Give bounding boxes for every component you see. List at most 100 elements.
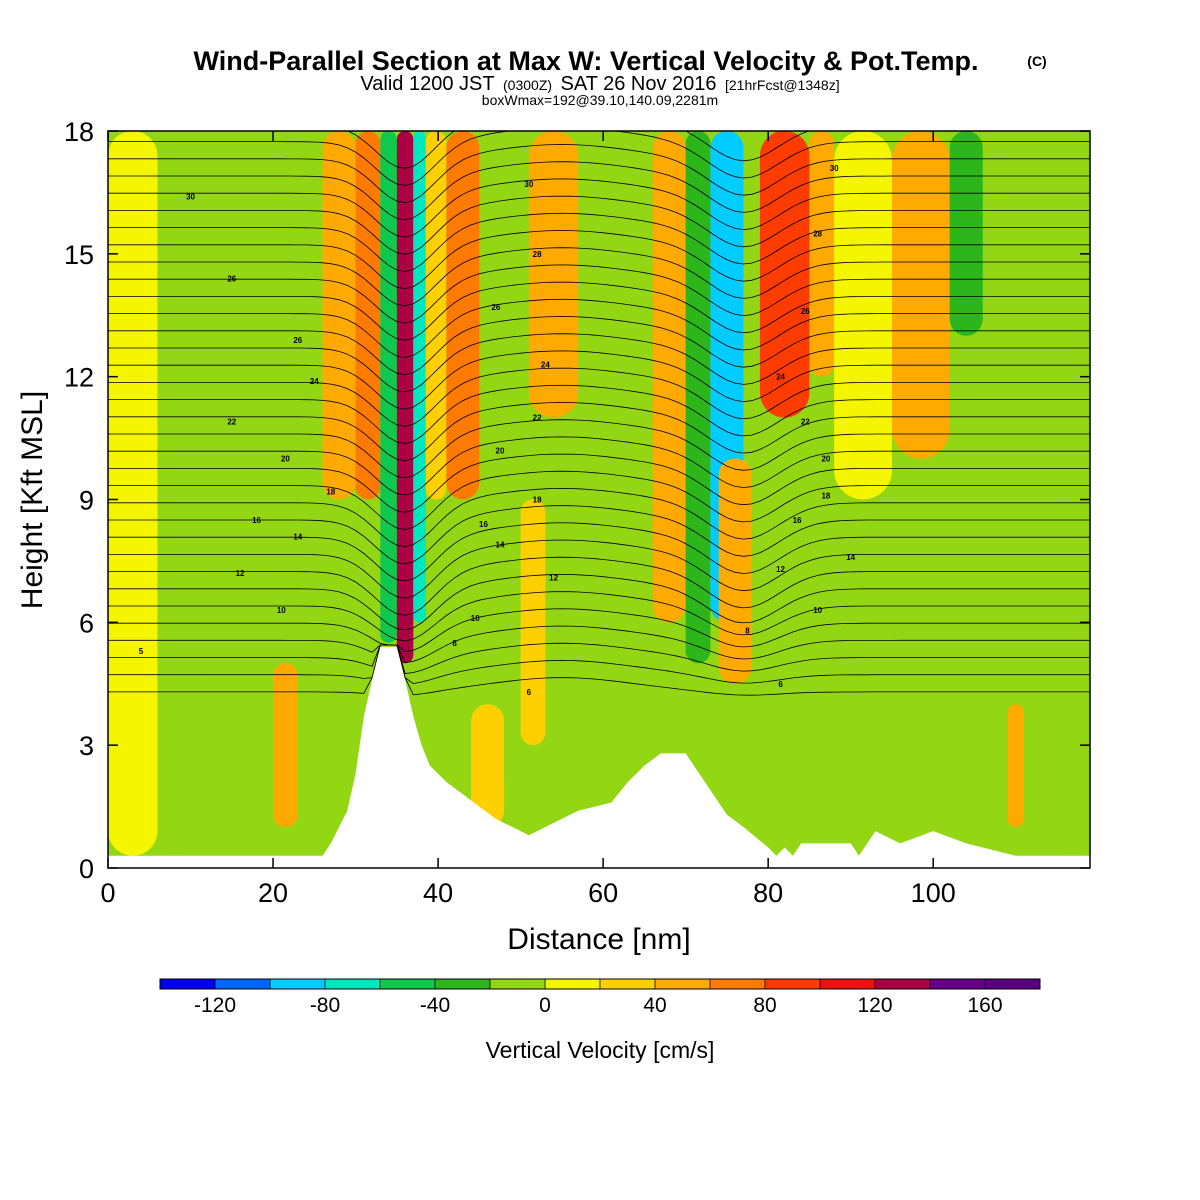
colorbar-swatch [380,979,436,989]
colorbar-swatch [325,979,381,989]
contour-label: 14 [293,532,302,541]
pot-temp-contour [108,161,1090,221]
velocity-cell [273,663,298,828]
contour-label: 22 [533,414,542,423]
y-tick-label: 9 [79,486,94,516]
pot-temp-contour [108,625,1090,664]
velocity-cell [949,131,983,336]
colorbar-tick-label: 0 [539,994,551,1017]
colorbar-swatch [985,979,1041,989]
pot-temp-contours [108,131,1090,696]
velocity-cell [578,131,653,664]
colorbar-swatch [545,979,601,989]
colorbar-tick-label: -80 [310,994,340,1017]
pot-temp-contour [108,644,1090,685]
velocity-cell [891,131,950,459]
x-tick-label: 80 [753,878,783,908]
x-tick-label: 20 [258,878,288,908]
colorbar-swatch [270,979,326,989]
colorbar-swatch [160,979,216,989]
velocity-cell [425,131,447,500]
pot-temp-contour [108,470,1090,530]
pot-temp-contour [108,436,1090,496]
colorbar-swatch [820,979,876,989]
pot-temp-contour [108,644,1090,696]
pot-temp-contour [108,281,1090,341]
contour-label: 6 [778,680,783,689]
colorbar-tick-label: 80 [753,994,776,1017]
contour-label: 6 [527,688,532,697]
velocity-cell [446,131,480,500]
velocity-cell [768,131,793,254]
contour-label: 26 [293,336,302,345]
pot-temp-contour [108,608,1090,653]
x-tick-label: 100 [911,878,956,908]
colorbar-label: Vertical Velocity [cm/s] [486,1037,715,1063]
pot-temp-contour [108,350,1090,410]
pot-temp-contour [108,505,1090,565]
chart-subtitle-2: boxWmax=192@39.10,140.09,2281m [482,92,718,108]
pot-temp-contour [108,384,1090,444]
x-axis-label: Distance [nm] [507,923,690,956]
velocity-cell [108,131,158,856]
y-tick-label: 0 [79,854,94,884]
contour-label: 24 [776,373,785,382]
velocity-cell [322,131,356,500]
contour-label: 8 [452,639,457,648]
subtitle-valid: Valid 1200 JST [360,73,494,95]
contour-label: 10 [277,606,286,615]
contour-label: 18 [533,496,542,505]
y-axis-label: Height [Kft MSL] [16,391,49,609]
pot-temp-contour [108,453,1090,513]
pot-temp-contour [108,212,1090,272]
contour-label: 30 [830,164,839,173]
contour-label: 16 [479,520,488,529]
y-tick-label: 3 [79,731,94,761]
colorbar-swatch [930,979,986,989]
pot-temp-contour [108,264,1090,324]
colorbar-tick-label: 40 [643,994,666,1017]
pot-temp-contour [108,487,1090,548]
colorbar-swatch [875,979,931,989]
pot-temp-contour [108,367,1090,427]
colorbar-tick-label: 120 [857,994,892,1017]
contour-label: 30 [186,193,195,202]
velocity-cell [718,458,752,684]
terrain [108,646,1090,868]
pot-temp-contour [108,573,1090,631]
colorbar-swatch [600,979,656,989]
contour-label: 12 [549,573,558,582]
contour-label: 26 [227,274,236,283]
pot-temp-contour [108,419,1090,479]
y-axis: 0 3 6 9 12 15 18 [64,117,1090,884]
pot-temp-contour [108,178,1090,238]
contour-label: 12 [776,565,785,574]
y-tick-label: 15 [64,240,94,270]
colorbar-swatch [490,979,546,989]
contour-label: 30 [524,180,533,189]
velocity-cell [834,131,892,500]
contour-label: 20 [496,446,505,455]
pot-temp-contour-labels: 30 26 26 24 22 20 18 16 14 12 10 5 30 28 26 24 22 20 18 16 1… [139,164,856,697]
subtitle-date: SAT 26 Nov 2016 [561,73,717,95]
contour-label: 10 [471,614,480,623]
contour-label: 14 [496,541,505,550]
contour-label: 16 [793,516,802,525]
pot-temp-contour [108,298,1090,358]
x-tick-label: 60 [588,878,618,908]
pot-temp-contour [108,539,1090,599]
pot-temp-contour [108,144,1090,204]
y-tick-label: 12 [64,363,94,393]
colorbar-swatch [435,979,491,989]
contour-label: 22 [227,418,236,427]
x-tick-label: 0 [100,878,115,908]
chart-title: Wind-Parallel Section at Max W: Vertical… [194,46,979,76]
pot-temp-contour [108,522,1090,582]
velocity-cell [520,499,546,746]
contour-label: 26 [491,303,500,312]
pot-temp-contour [108,195,1090,255]
pot-temp-contour [108,556,1090,616]
contour-label: 20 [281,455,290,464]
velocity-cell [652,131,686,623]
